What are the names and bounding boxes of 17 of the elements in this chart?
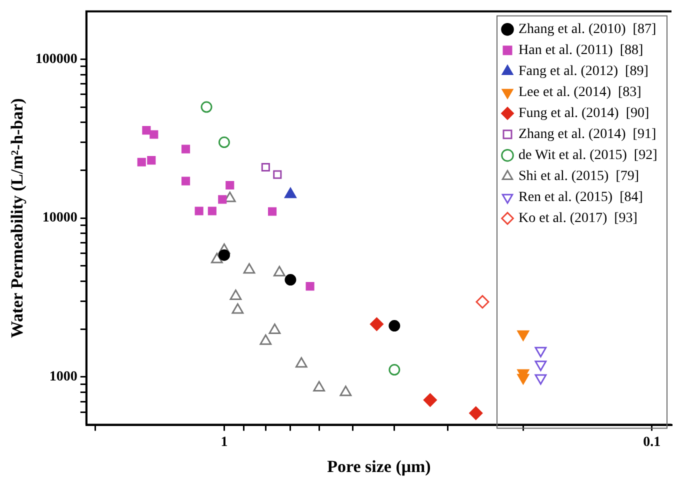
legend-label: Lee et al. (2014) [83]: [518, 85, 642, 100]
legend-label: Ren et al. (2015) [84]: [518, 190, 643, 206]
x-tick-label: 1: [220, 434, 228, 450]
legend-label: Zhang et al. (2010) [87]: [518, 22, 656, 38]
legend-label: Ko et al. (2017) [93]: [518, 211, 638, 226]
legend-label: Shi et al. (2015) [79]: [518, 169, 640, 184]
x-tick-label: 0.1: [643, 434, 661, 450]
legend-label: Zhang et al. (2014) [91]: [518, 127, 656, 142]
y-axis-title: Water Permeability (L/m²-h-bar): [8, 98, 27, 338]
x-axis-title: Pore size (μm): [327, 457, 431, 476]
y-tick-label: 10000: [42, 210, 78, 226]
legend-label: de Wit et al. (2015) [92]: [518, 148, 658, 164]
y-tick-label: 100000: [35, 52, 78, 67]
legend-label: Han et al. (2011) [88]: [518, 43, 644, 58]
legend-label: Fang et al. (2012) [89]: [518, 64, 648, 80]
legend-label: Fung et al. (2014) [90]: [518, 106, 650, 122]
y-tick-label: 1000: [49, 370, 78, 385]
